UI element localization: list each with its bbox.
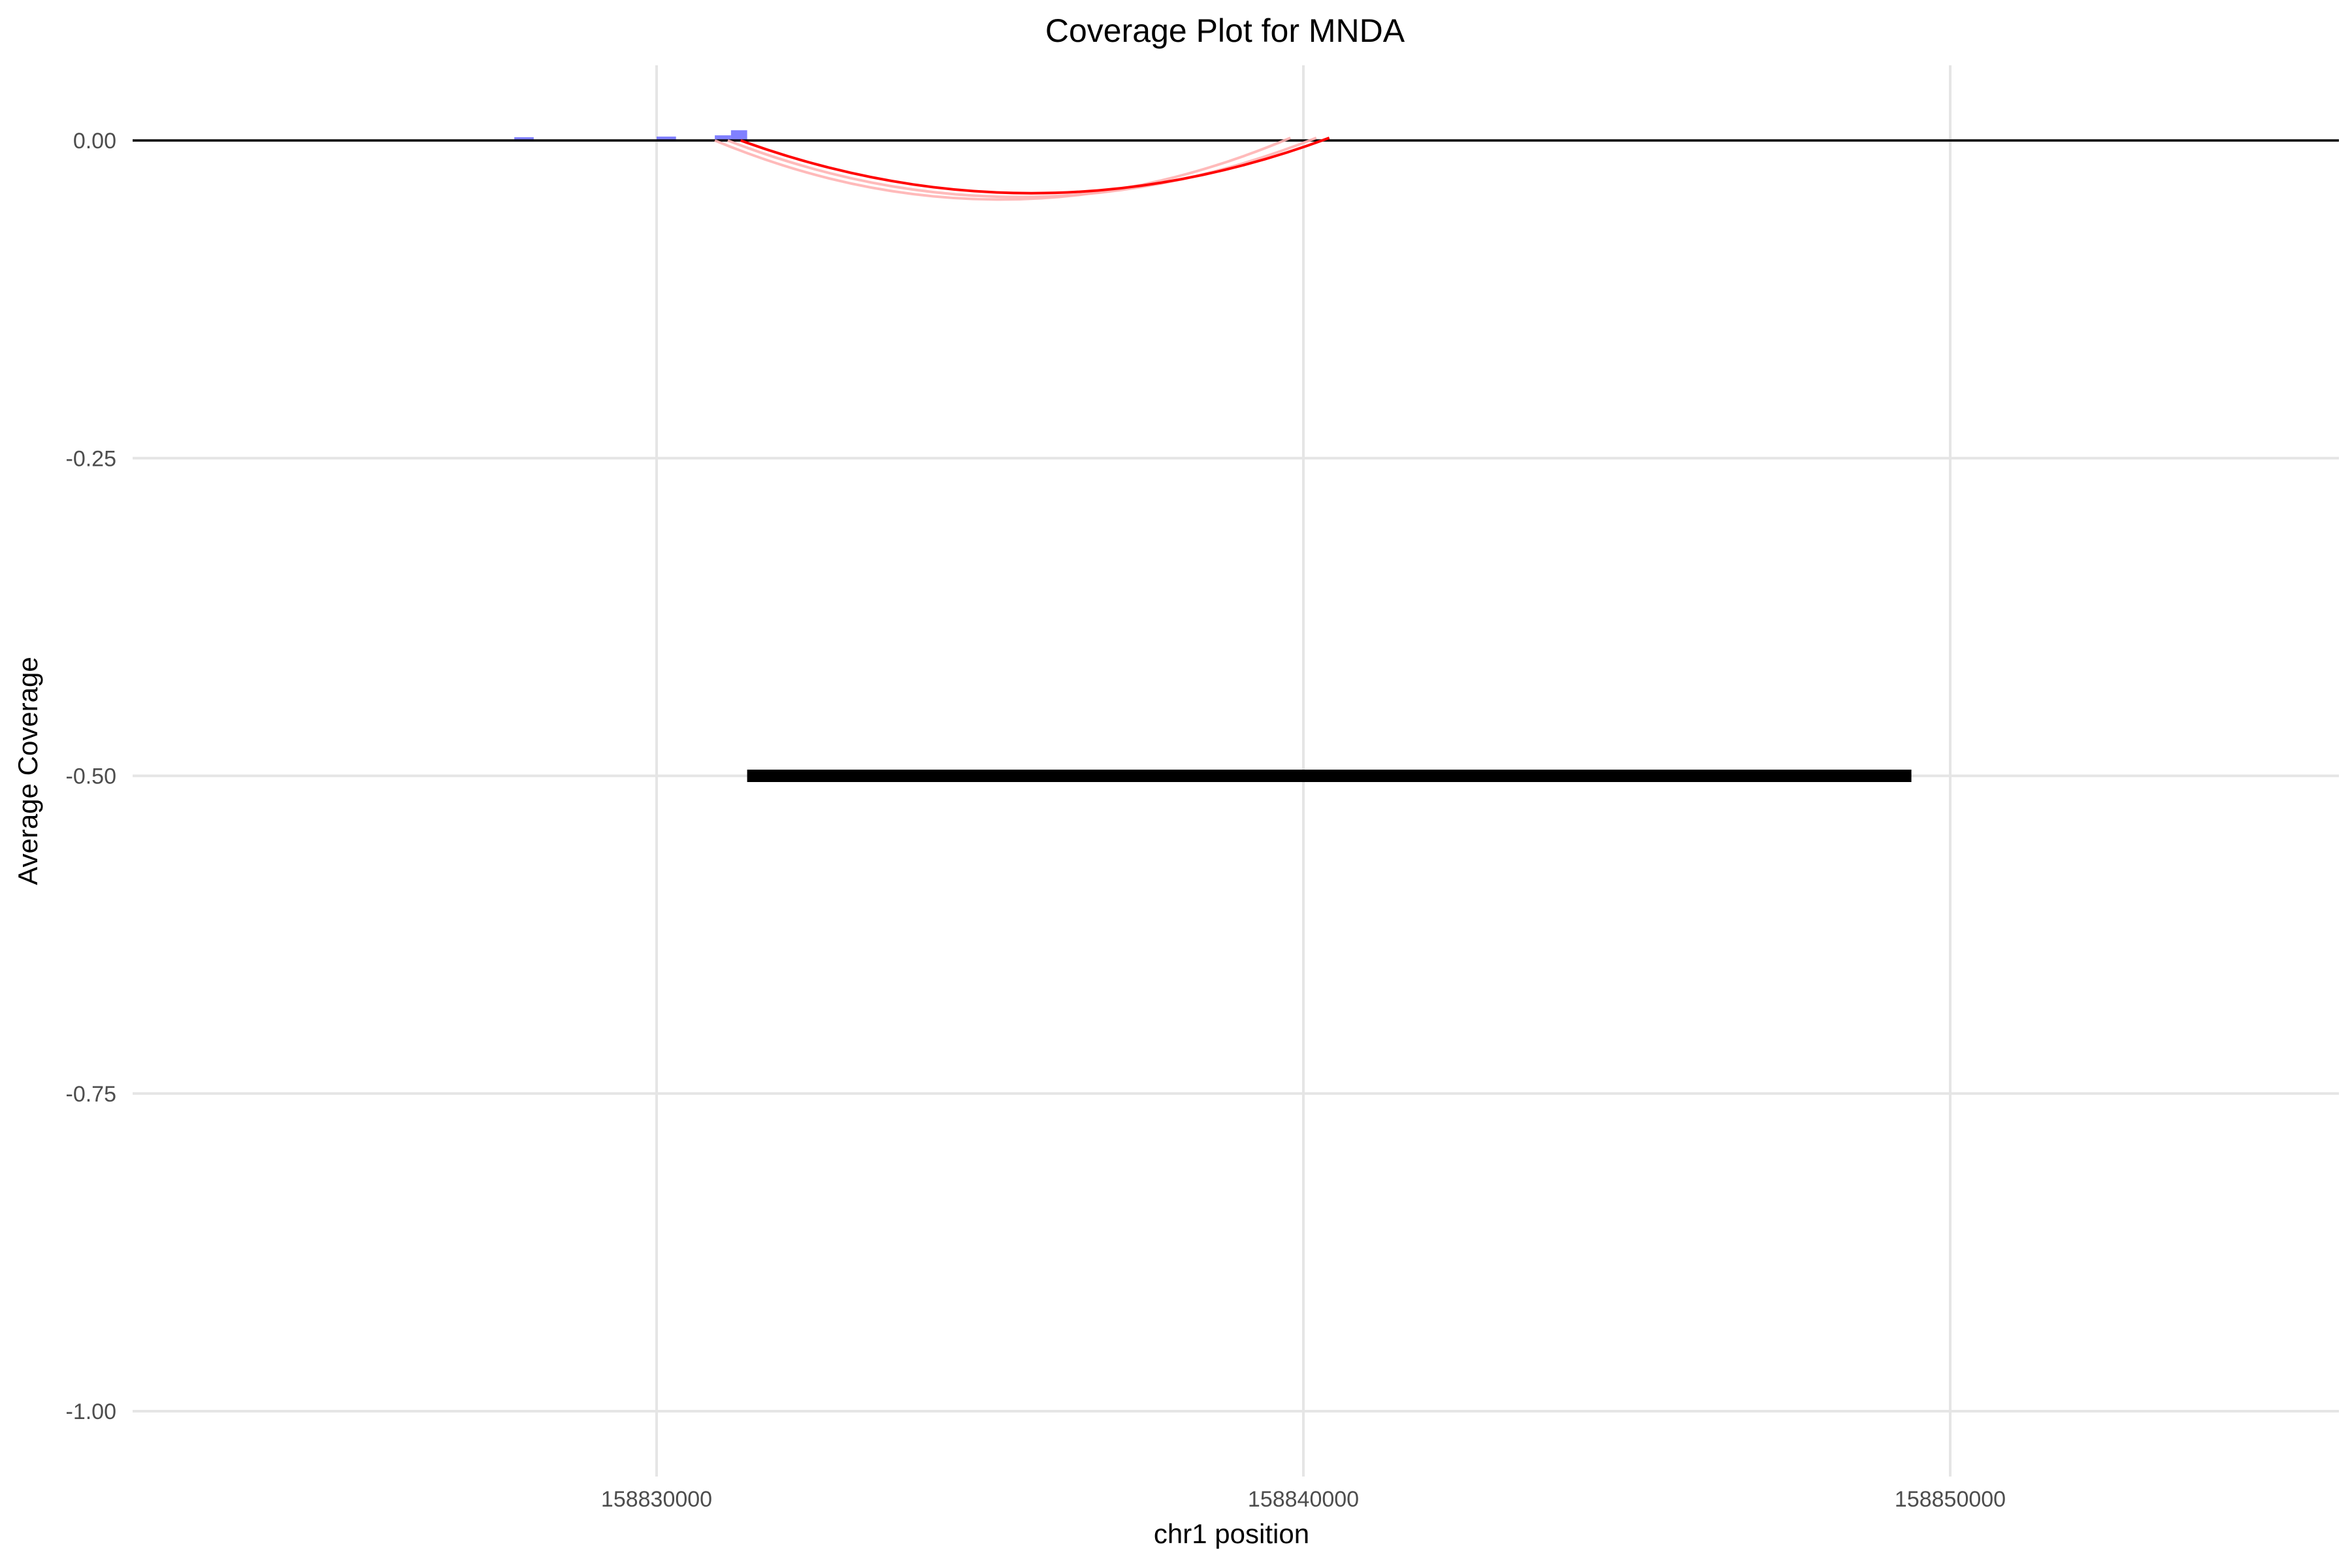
y-axis-title: Average Coverage	[12, 657, 43, 885]
junction-arc	[740, 137, 1330, 195]
x-axis-title: chr1 position	[1154, 1518, 1309, 1549]
junction-arc	[727, 137, 1317, 199]
y-tick-label: -0.75	[66, 1082, 117, 1107]
coverage-bars	[514, 130, 747, 140]
coverage-bar	[657, 137, 676, 140]
x-tick-label: 158830000	[601, 1487, 712, 1512]
y-axis-ticks: 0.00 -0.25 -0.50 -0.75 -1.00	[66, 129, 117, 1424]
coverage-bar	[715, 135, 731, 140]
junction-arc	[714, 137, 1291, 201]
coverage-bar	[730, 130, 747, 140]
x-tick-label: 158840000	[1248, 1487, 1359, 1512]
x-tick-label: 158850000	[1895, 1487, 2006, 1512]
coverage-bar	[514, 137, 534, 140]
y-tick-label: -0.50	[66, 764, 117, 789]
chart-title: Coverage Plot for MNDA	[1045, 12, 1405, 49]
y-tick-label: -1.00	[66, 1399, 117, 1424]
junction-arcs	[714, 137, 1330, 201]
x-axis-ticks: 158830000 158840000 158850000	[601, 1487, 2006, 1512]
y-tick-label: -0.25	[66, 446, 117, 471]
y-tick-label: 0.00	[73, 129, 116, 154]
